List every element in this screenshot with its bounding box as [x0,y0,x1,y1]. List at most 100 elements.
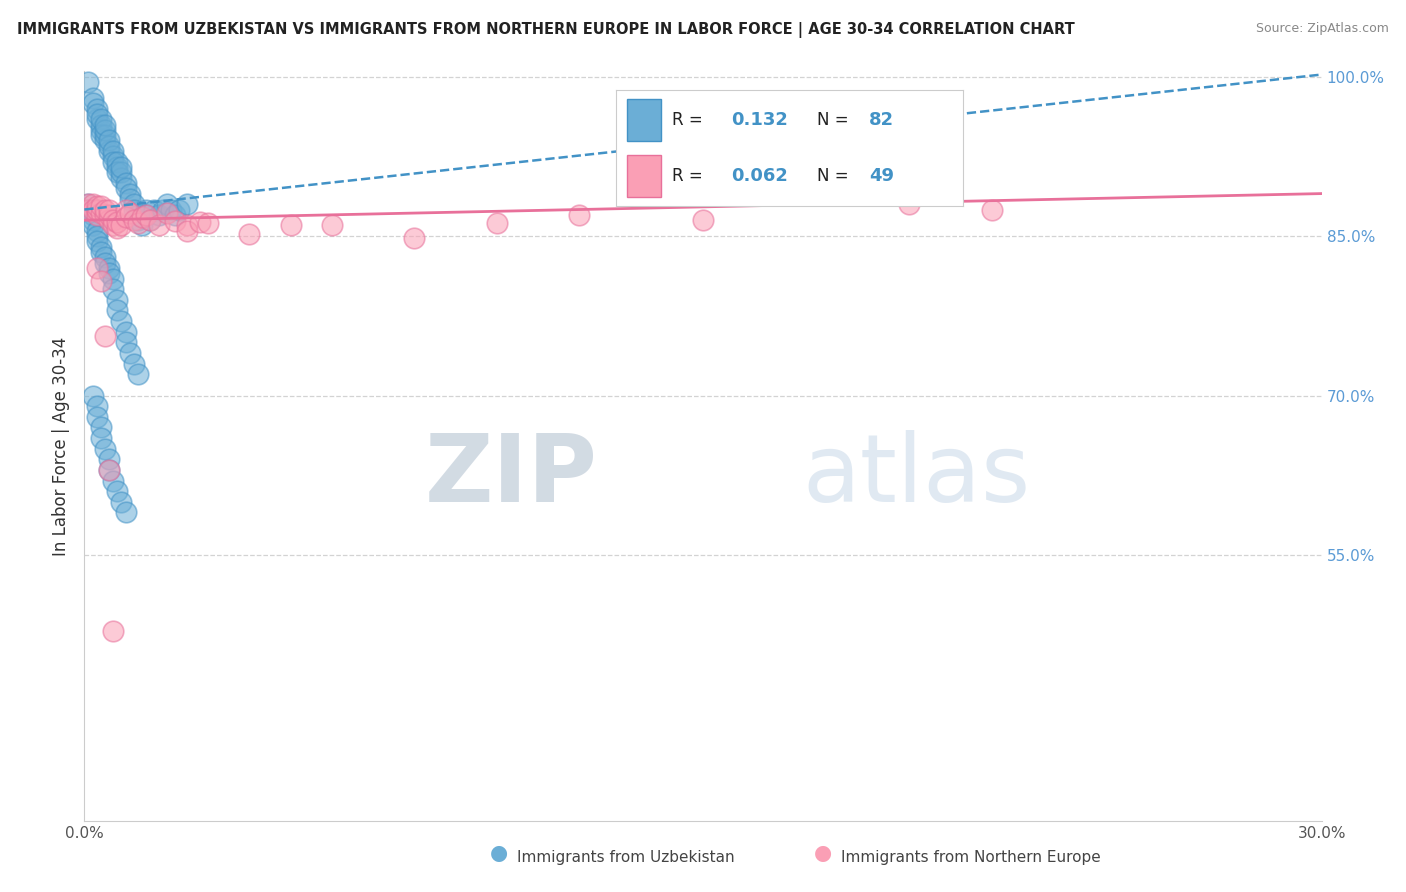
Point [90,128,112,142]
Point [103,213,125,227]
Point [139,213,162,227]
Point [94,202,117,217]
Point [82,91,104,105]
Point [188,215,211,229]
Point [110,165,132,179]
Point [280,219,302,233]
Point [122,213,145,227]
Text: Immigrants from Uzbekistan: Immigrants from Uzbekistan [517,850,735,865]
Point [90,112,112,127]
Point [94,133,117,147]
Point [692,213,714,227]
Point [98,138,121,153]
Point [176,224,198,238]
Point [94,255,117,269]
Text: Immigrants from Northern Europe: Immigrants from Northern Europe [841,850,1101,865]
Point [86,199,108,213]
Point [90,245,112,260]
Point [98,463,121,477]
Point [103,154,125,169]
Point [77,202,100,217]
Point [77,197,100,211]
Point [94,442,117,456]
Point [118,192,141,206]
Point [77,75,100,89]
Point [127,368,149,382]
Text: ●: ● [814,844,831,863]
Point [82,213,104,227]
Point [98,266,121,280]
Point [148,208,170,222]
Point [86,112,108,127]
Point [131,219,153,233]
Point [86,102,108,116]
Point [82,96,104,111]
Point [152,202,174,217]
Point [139,213,162,227]
Y-axis label: In Labor Force | Age 30-34: In Labor Force | Age 30-34 [52,336,70,556]
Point [156,197,179,211]
Point [90,199,112,213]
Point [90,205,112,219]
Point [90,123,112,137]
Point [105,484,128,499]
Point [103,144,125,158]
Point [103,474,125,488]
Point [114,325,136,339]
Point [86,208,108,222]
Point [98,144,121,158]
Point [94,208,117,222]
Point [103,219,125,233]
Point [110,314,132,328]
Point [176,219,198,233]
Point [77,197,100,211]
Point [131,210,153,224]
Point [82,219,104,233]
Point [82,197,104,211]
Point [103,282,125,296]
Point [98,133,121,147]
Point [105,303,128,318]
Point [122,197,145,211]
Point [77,202,100,217]
Point [94,128,117,142]
Point [94,118,117,132]
Point [98,463,121,477]
Point [118,186,141,201]
Point [105,293,128,307]
Point [118,346,141,360]
Point [114,181,136,195]
Point [122,357,145,371]
Point [898,197,921,211]
Text: ●: ● [491,844,508,863]
Point [98,208,121,222]
Point [110,495,132,509]
Point [165,214,187,228]
Point [98,452,121,467]
Point [114,335,136,350]
Point [86,235,108,249]
Point [980,202,1002,217]
Point [94,123,117,137]
Point [114,210,136,224]
Point [103,624,125,639]
Point [105,154,128,169]
Point [127,213,149,227]
Point [197,216,219,230]
Point [156,205,179,219]
Point [485,216,508,230]
Point [94,329,117,343]
Point [127,216,149,230]
Text: IMMIGRANTS FROM UZBEKISTAN VS IMMIGRANTS FROM NORTHERN EUROPE IN LABOR FORCE | A: IMMIGRANTS FROM UZBEKISTAN VS IMMIGRANTS… [17,22,1074,38]
Point [105,215,128,229]
Point [82,208,104,222]
Point [86,399,108,413]
Point [114,176,136,190]
Point [86,107,108,121]
Point [135,208,157,222]
Point [127,208,149,222]
Text: Source: ZipAtlas.com: Source: ZipAtlas.com [1256,22,1389,36]
Point [160,202,183,217]
Point [148,219,170,233]
Point [165,208,187,222]
